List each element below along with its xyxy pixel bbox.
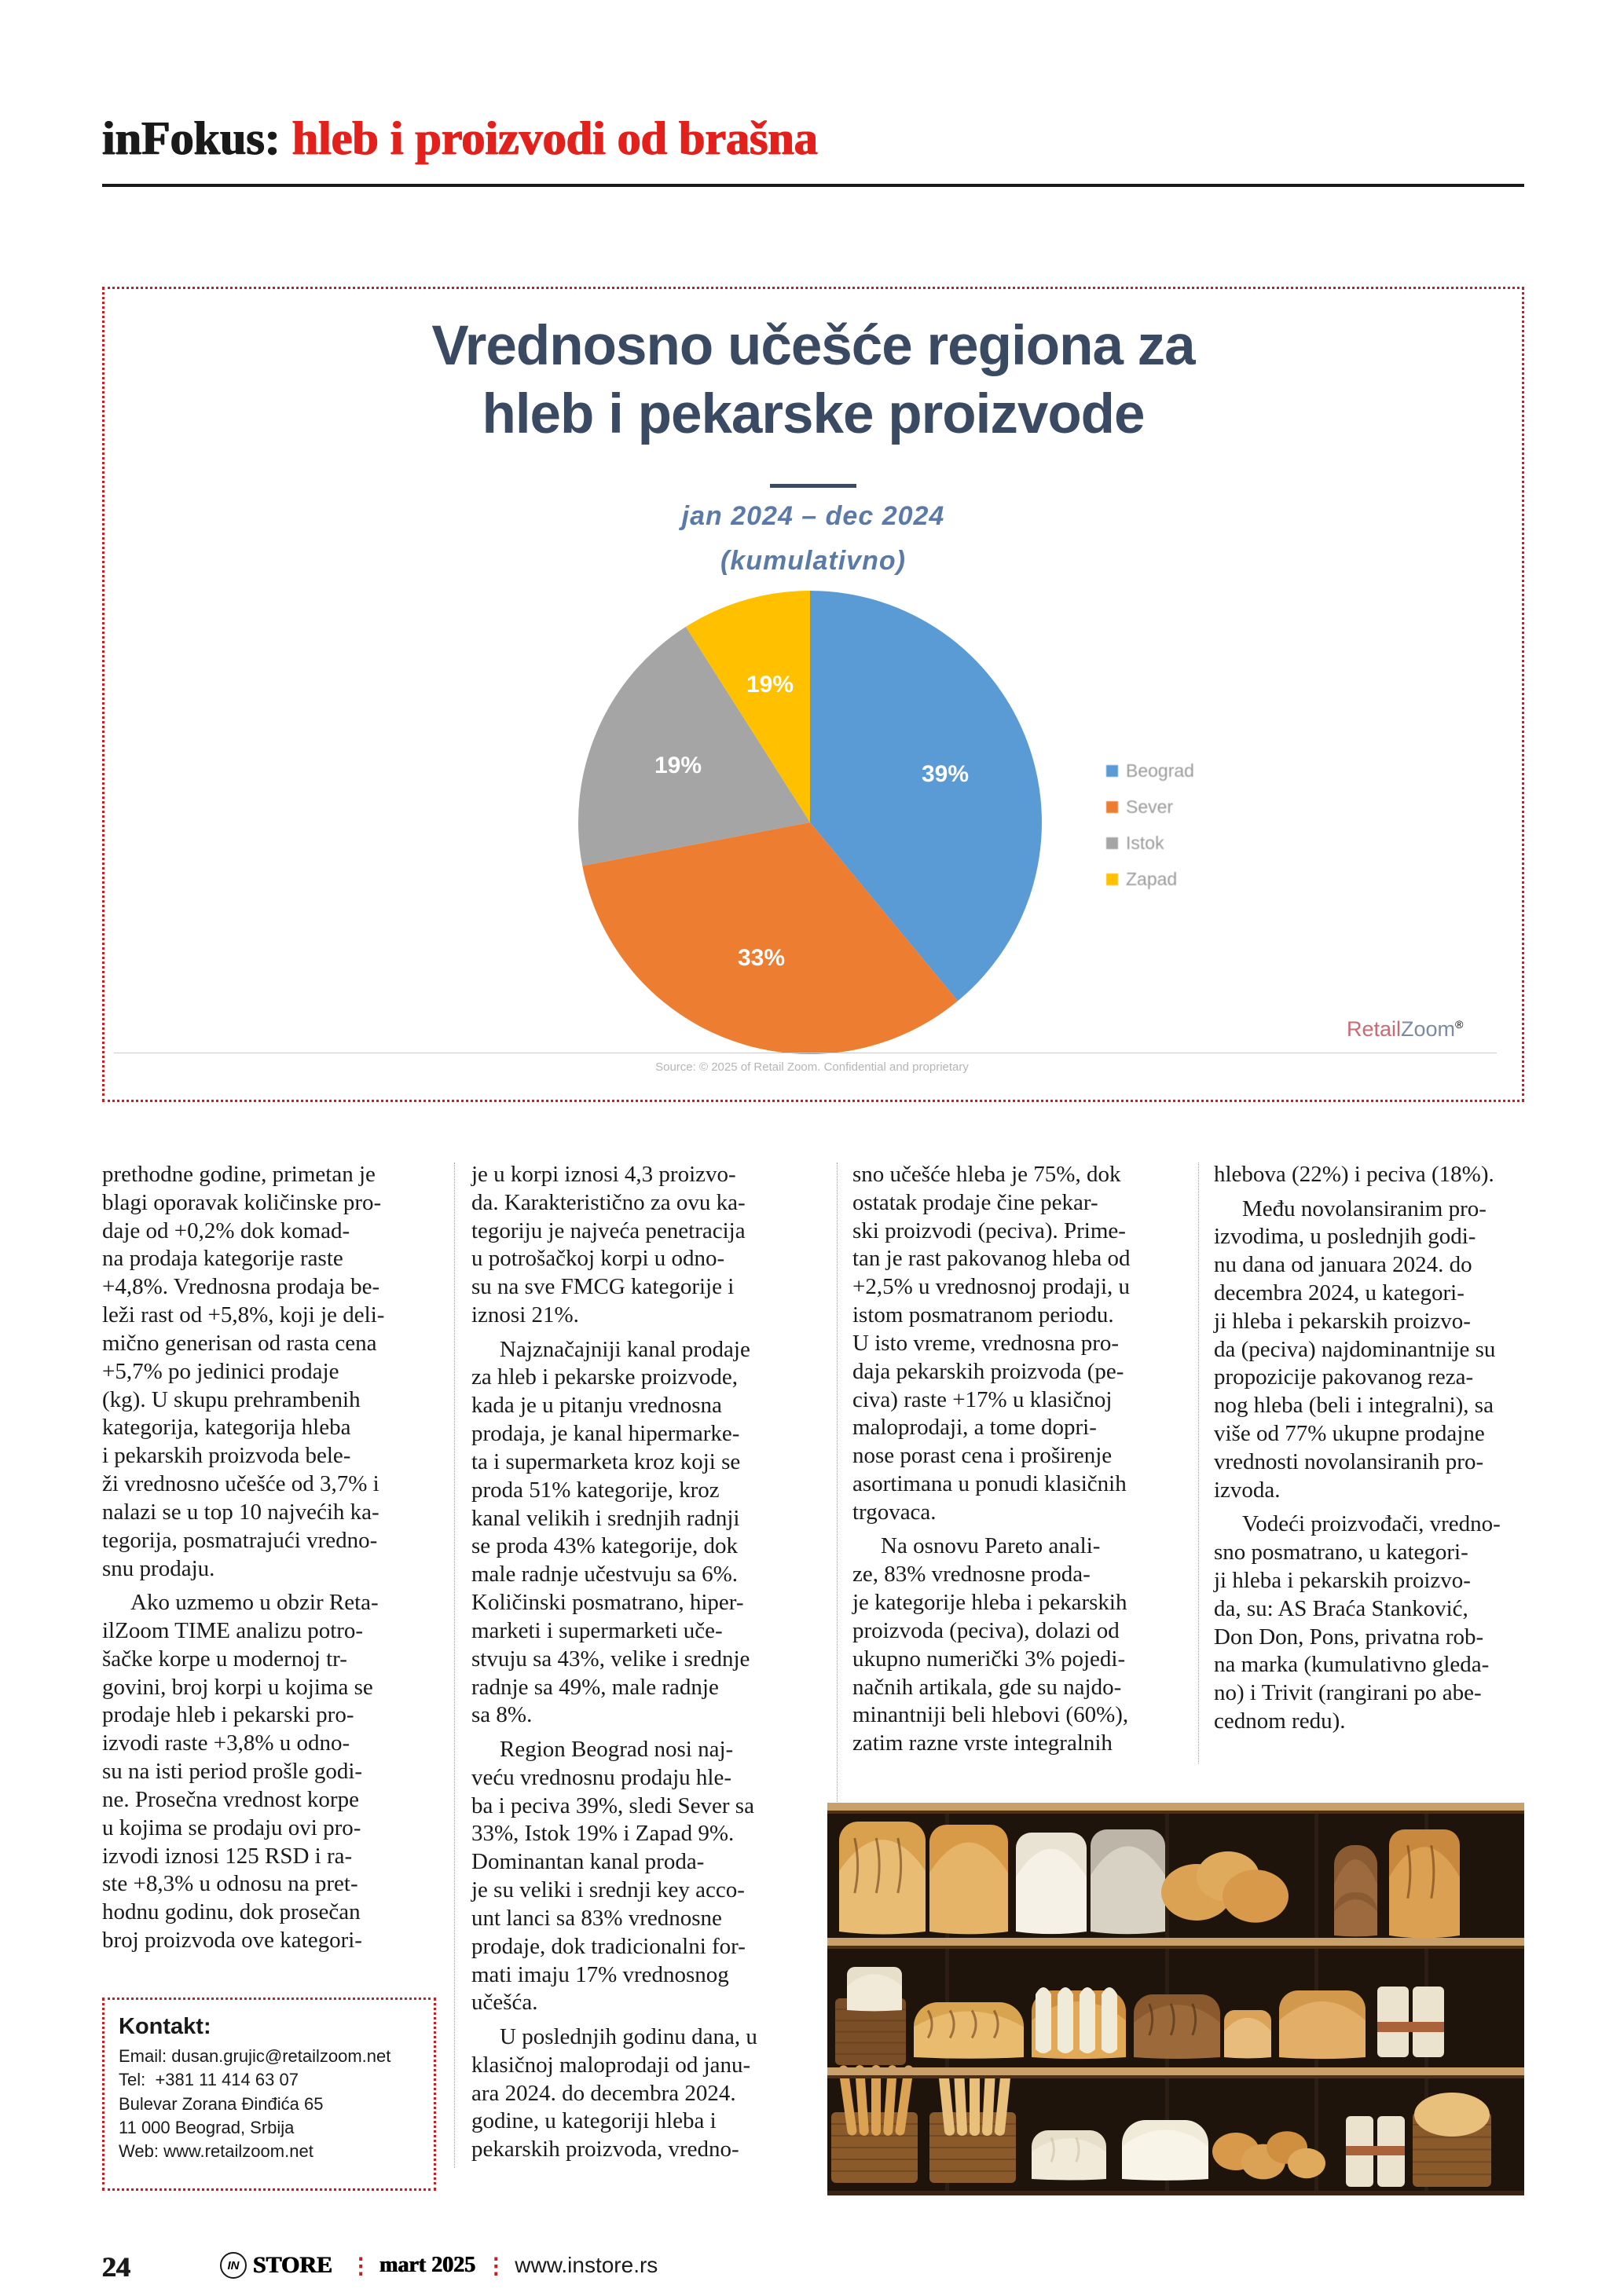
- svg-text:39%: 39%: [922, 761, 969, 787]
- svg-text:19%: 19%: [746, 672, 794, 698]
- svg-text:33%: 33%: [738, 945, 785, 971]
- svg-text:19%: 19%: [654, 753, 702, 778]
